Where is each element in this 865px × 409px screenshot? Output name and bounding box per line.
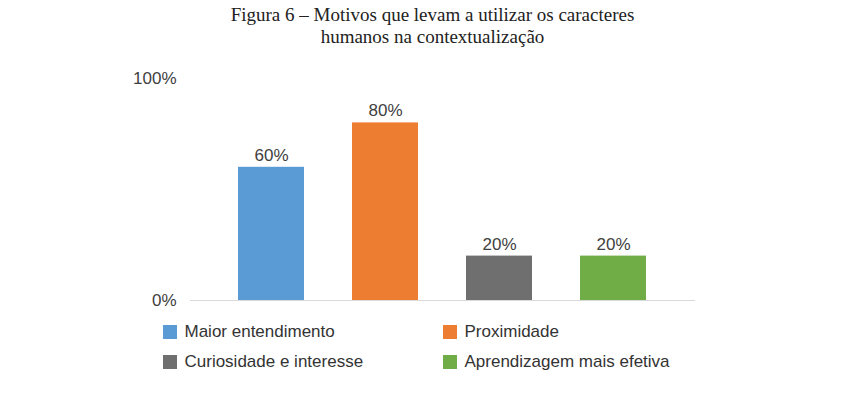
html-text:Maior entendimento: Maior entendimento — [184, 322, 335, 341]
svg-text:100%: 100% — [133, 69, 176, 88]
svg-text:20%: 20% — [596, 235, 630, 254]
svg-text:80%: 80% — [368, 101, 402, 120]
html-text:Figura 6 – Motivos que levam a: Figura 6 – Motivos que levam a utilizar … — [230, 4, 635, 47]
svg-text:20%: 20% — [482, 235, 516, 254]
html-text:Proximidade: Proximidade — [464, 322, 559, 341]
html-text:Curiosidade e interesse: Curiosidade e interesse — [184, 352, 364, 371]
html-text:Aprendizagem mais efetiva: Aprendizagem mais efetiva — [464, 352, 670, 371]
svg-text:0%: 0% — [152, 291, 177, 310]
svg-text:60%: 60% — [254, 146, 288, 165]
